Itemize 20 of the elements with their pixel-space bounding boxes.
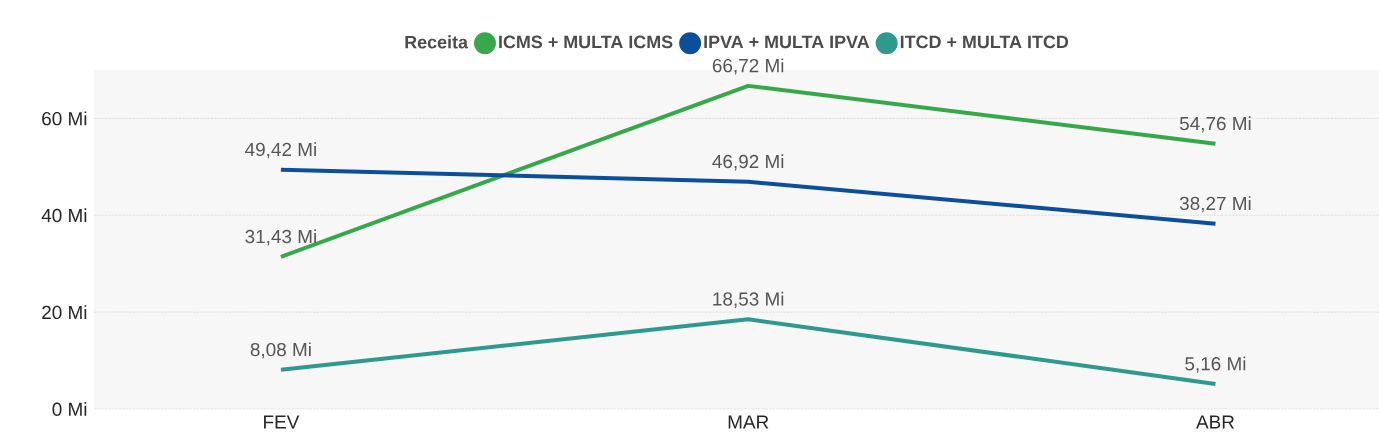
data-label: 31,43 Mi	[245, 229, 316, 246]
legend-label: ITCD + MULTA ITCD	[900, 35, 1069, 49]
data-label: 18,53 Mi	[713, 291, 784, 308]
x-tick-label: FEV	[264, 415, 300, 429]
data-label: 5,16 Mi	[1185, 356, 1246, 373]
legend-title: Receita	[405, 35, 469, 49]
legend-label: ICMS + MULTA ICMS	[499, 35, 673, 49]
y-tick-label: 20 Mi	[42, 305, 87, 320]
y-tick-label: 40 Mi	[41, 208, 87, 223]
y-tick-label: 60 Mi	[42, 111, 87, 126]
data-label: 66,72 Mi	[712, 58, 784, 75]
data-label: 54,76 Mi	[1179, 116, 1251, 133]
data-label: 8,08 Mi	[250, 342, 311, 359]
data-label: 49,42 Mi	[245, 142, 316, 159]
data-label: 38,27 Mi	[1179, 196, 1251, 213]
legend-label: IPVA + MULTA IPVA	[704, 35, 870, 49]
x-tick-label: MAR	[728, 415, 769, 429]
x-tick-label: ABR	[1196, 415, 1235, 429]
data-label: 46,92 Mi	[712, 154, 784, 171]
y-tick-label: 0 Mi	[52, 402, 87, 416]
